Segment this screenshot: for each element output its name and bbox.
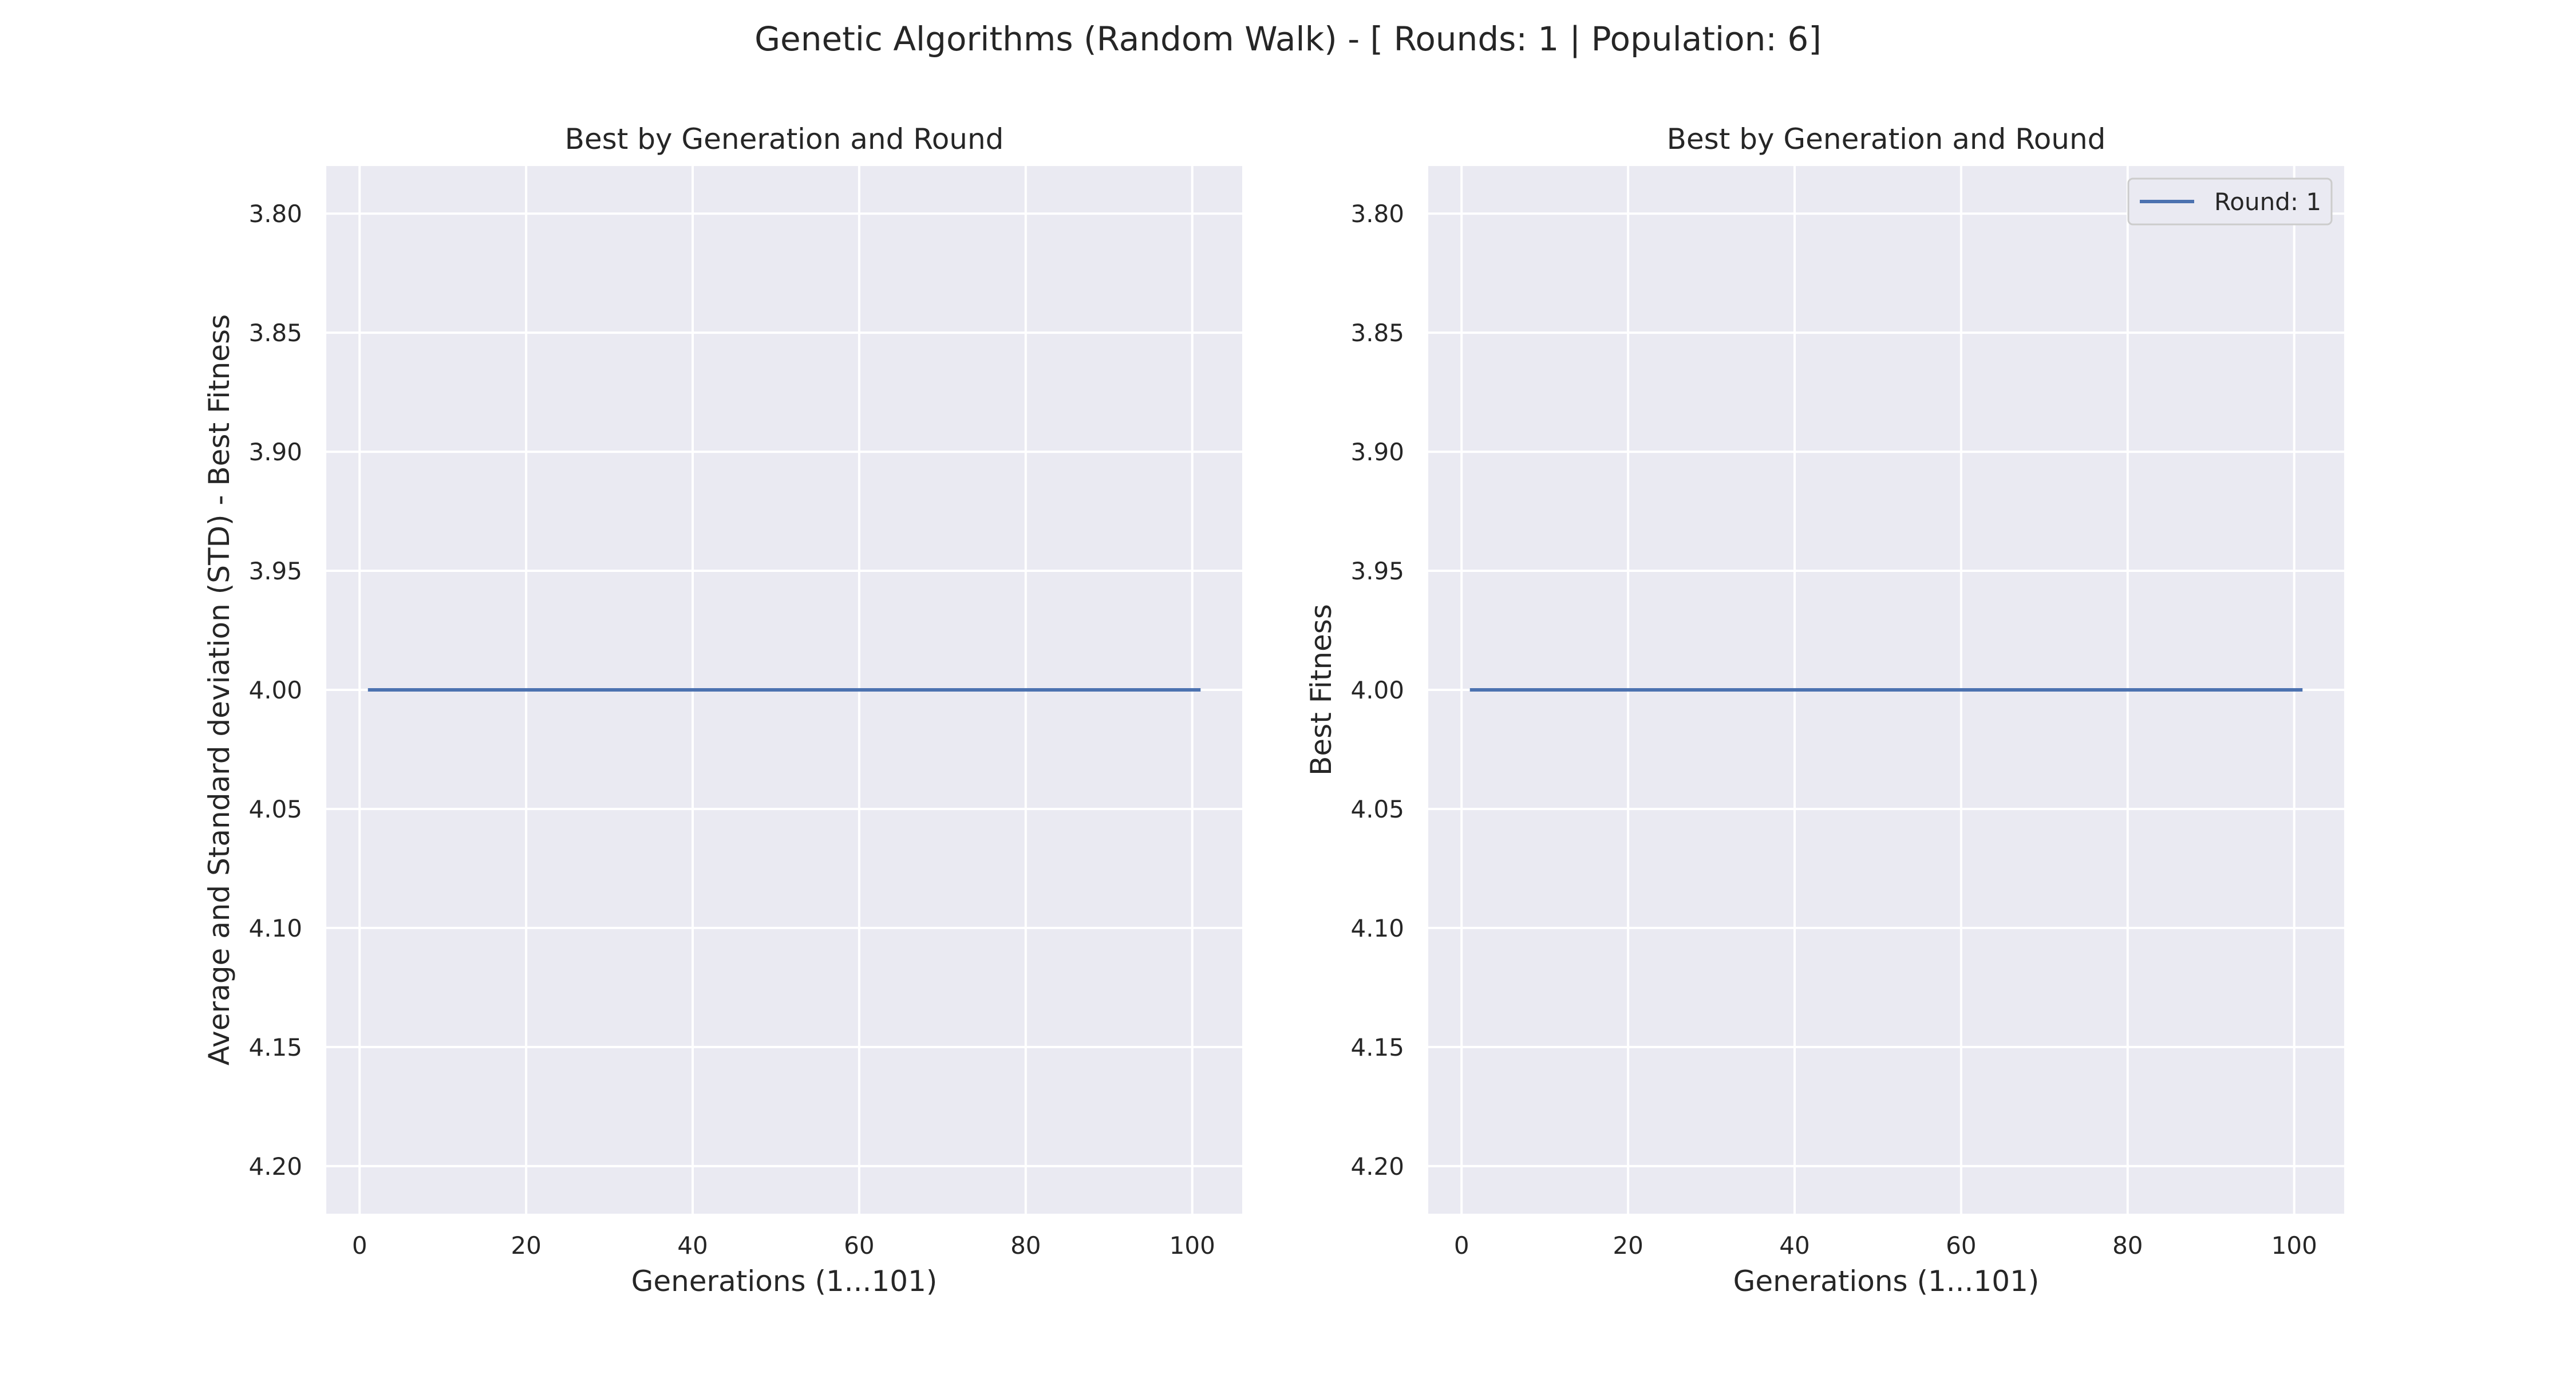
legend-label: Round: 1 bbox=[2214, 188, 2321, 216]
x-tick-label: 60 bbox=[844, 1231, 874, 1260]
y-tick-label: 3.95 bbox=[1350, 557, 1404, 585]
y-axis-label: Best Fitness bbox=[1305, 604, 1338, 776]
y-tick-label: 3.85 bbox=[248, 319, 302, 347]
y-tick-label: 3.80 bbox=[1350, 200, 1404, 228]
x-tick-label: 60 bbox=[1946, 1231, 1976, 1260]
y-tick-label: 4.10 bbox=[1350, 914, 1404, 942]
y-tick-label: 4.10 bbox=[248, 914, 302, 942]
y-tick-label: 4.05 bbox=[248, 795, 302, 823]
y-tick-label: 4.20 bbox=[1350, 1152, 1404, 1180]
y-axis-label: Average and Standard deviation (STD) - B… bbox=[203, 314, 236, 1065]
x-tick-label: 20 bbox=[511, 1231, 541, 1260]
y-tick-label: 3.85 bbox=[1350, 319, 1404, 347]
y-tick-label: 4.00 bbox=[1350, 676, 1404, 704]
x-tick-label: 20 bbox=[1613, 1231, 1643, 1260]
subplot-title: Best by Generation and Round bbox=[1667, 123, 2106, 156]
x-tick-label: 0 bbox=[352, 1231, 368, 1260]
x-tick-label: 80 bbox=[1010, 1231, 1041, 1260]
legend: Round: 1 bbox=[2127, 177, 2333, 226]
y-tick-label: 3.90 bbox=[248, 438, 302, 466]
y-tick-label: 4.20 bbox=[248, 1152, 302, 1180]
y-tick-label: 4.15 bbox=[248, 1033, 302, 1061]
x-tick-label: 40 bbox=[677, 1231, 708, 1260]
subplot-title: Best by Generation and Round bbox=[565, 123, 1004, 156]
x-axis-label: Generations (1...101) bbox=[1733, 1265, 2040, 1298]
y-tick-label: 3.80 bbox=[248, 200, 302, 228]
y-tick-label: 4.05 bbox=[1350, 795, 1404, 823]
subplot-left: Best by Generation and Round 0 20 40 60 80 100… bbox=[203, 123, 1242, 1298]
x-tick-label: 100 bbox=[2271, 1231, 2317, 1260]
x-tick-label: 100 bbox=[1170, 1231, 1215, 1260]
x-tick-label: 40 bbox=[1779, 1231, 1809, 1260]
subplot-right: Best by Generation and Round 0 20 40 60 80 100… bbox=[1305, 123, 2344, 1298]
x-tick-label: 80 bbox=[2112, 1231, 2143, 1260]
x-axis-label: Generations (1...101) bbox=[631, 1265, 938, 1298]
figure-title: Genetic Algorithms (Random Walk) - [ Rou… bbox=[754, 19, 1822, 58]
x-tick-label: 0 bbox=[1454, 1231, 1469, 1260]
y-tick-label: 3.95 bbox=[248, 557, 302, 585]
legend-box bbox=[2127, 177, 2333, 226]
y-tick-label: 4.00 bbox=[248, 676, 302, 704]
y-tick-label: 4.15 bbox=[1350, 1033, 1404, 1061]
y-tick-label: 3.90 bbox=[1350, 438, 1404, 466]
